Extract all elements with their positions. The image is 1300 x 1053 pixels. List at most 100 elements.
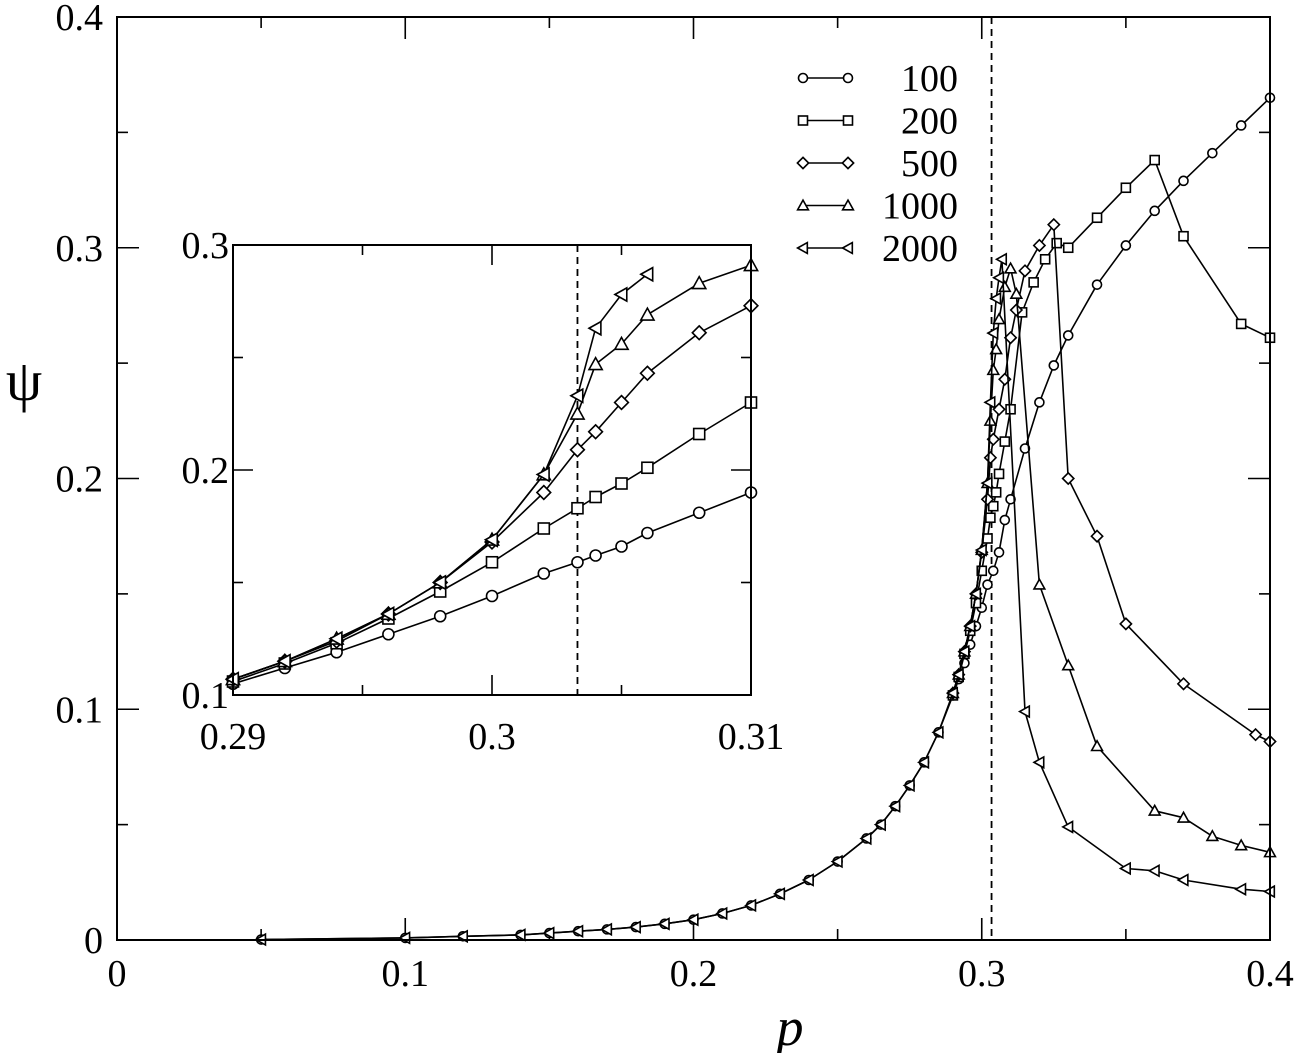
main-x-tick-label: 0	[108, 953, 127, 995]
inset-point-2000	[639, 266, 654, 283]
main-point-2000	[628, 920, 641, 934]
legend-marker	[796, 156, 810, 170]
main-point-2000	[571, 924, 584, 938]
legend-marker	[797, 72, 809, 84]
inset-point-2000	[431, 574, 447, 591]
main-point-100	[1178, 175, 1189, 187]
main-point-100	[987, 565, 999, 577]
legend-item-200: 200	[797, 101, 958, 143]
main-plot-area: 0 0.1 0.2 0.3 0.4 0 0.1 0.2 0.3 0.4	[56, 0, 1294, 995]
main-point-500	[1003, 330, 1018, 345]
main-point-1000	[1061, 658, 1075, 671]
inset-point-2000	[587, 320, 602, 337]
main-point-200	[1062, 242, 1074, 254]
main-point-200	[987, 500, 999, 512]
main-point-2000	[657, 917, 670, 931]
y-axis-label: ψ	[6, 348, 42, 413]
main-point-2000	[1017, 704, 1031, 719]
inset-point-100	[537, 567, 551, 580]
main-point-2000	[974, 543, 987, 557]
main-point-500	[1176, 677, 1191, 691]
main-x-tick-label: 0.4	[1246, 953, 1294, 995]
legend-marker	[841, 198, 855, 211]
inset-y-tick-label: 0.2	[182, 450, 230, 492]
legend-label: 1000	[882, 186, 958, 228]
main-point-2000	[917, 755, 930, 770]
main-point-2000	[1147, 864, 1160, 878]
main-point-500	[1248, 727, 1263, 742]
inset-point-1000	[639, 306, 656, 321]
main-y-tick-label: 0.3	[56, 228, 104, 270]
inset-point-100	[382, 627, 395, 641]
inset-point-200	[571, 501, 584, 515]
legend-marker	[795, 241, 809, 255]
legend-marker	[842, 72, 854, 84]
main-point-500	[1061, 471, 1075, 486]
legend-marker	[796, 198, 810, 211]
main-series-line-200	[952, 159, 1271, 696]
main-point-100	[999, 514, 1011, 526]
main-point-100	[982, 579, 993, 590]
inset-point-200	[485, 555, 499, 569]
main-point-2000	[873, 817, 886, 832]
main-point-1000	[1009, 286, 1024, 300]
inset-point-2000	[483, 531, 499, 548]
main-y-tick-label: 0	[84, 920, 103, 962]
inset-x-tick-label: 0.3	[468, 716, 516, 758]
main-point-200	[976, 565, 988, 577]
main-y-tick-label: 0.1	[56, 689, 104, 731]
main-point-2000	[991, 270, 1005, 285]
main-x-tick-label: 0.3	[958, 953, 1006, 995]
main-point-2000	[513, 928, 526, 942]
main-point-2000	[830, 854, 843, 869]
inset-y-tick-label: 0.3	[182, 225, 230, 267]
inset-frame	[232, 244, 752, 696]
main-point-1000	[1176, 810, 1191, 823]
inset-point-2000	[328, 630, 343, 647]
inset-point-200	[615, 477, 628, 490]
legend-marker	[842, 115, 854, 126]
main-point-500	[983, 450, 998, 465]
main-point-1000	[1147, 803, 1162, 816]
main-frame	[116, 16, 1271, 941]
main-point-500	[1119, 617, 1133, 631]
main-point-2000	[772, 887, 786, 901]
main-point-2000	[599, 922, 613, 937]
main-point-2000	[931, 725, 944, 740]
inset-point-200	[641, 461, 654, 475]
main-x-tick-label: 0.1	[382, 953, 430, 995]
main-point-2000	[980, 476, 993, 490]
main-x-tick-label: 0.2	[670, 953, 718, 995]
main-point-500	[980, 492, 995, 507]
legend-marker	[840, 241, 854, 255]
main-point-2000	[859, 831, 872, 846]
inset-point-500	[691, 324, 708, 341]
main-point-2000	[744, 898, 757, 913]
inset-point-100	[485, 589, 499, 603]
main-point-100	[1048, 360, 1060, 371]
main-point-1000	[992, 312, 1006, 325]
main-point-100	[1149, 205, 1160, 217]
main-point-1000	[1234, 838, 1248, 851]
inset-y-tick-label: 0.1	[182, 675, 230, 717]
main-point-2000	[963, 619, 976, 633]
main-point-2000	[1176, 873, 1189, 887]
main-point-200	[1051, 237, 1062, 249]
legend-item-2000: 2000	[795, 228, 958, 270]
legend-label: 500	[901, 143, 958, 185]
main-point-100	[1120, 240, 1132, 251]
main-point-200	[990, 487, 1002, 498]
main-point-1000	[986, 363, 1001, 376]
main-point-2000	[715, 906, 728, 921]
main-plot: 0 0.1 0.2 0.3 0.4 0 0.1 0.2 0.3 0.4 p ψ	[6, 0, 1294, 1053]
legend-label: 200	[901, 101, 958, 143]
inset-point-100	[571, 555, 584, 569]
main-point-500	[1009, 303, 1024, 317]
inset-point-100	[433, 609, 447, 623]
main-point-1000	[1205, 829, 1220, 842]
main-point-2000	[986, 326, 999, 340]
inset-point-500	[639, 365, 656, 382]
main-series-200	[947, 154, 1276, 701]
inset-point-200	[692, 427, 706, 441]
inset-point-1000	[569, 405, 586, 420]
